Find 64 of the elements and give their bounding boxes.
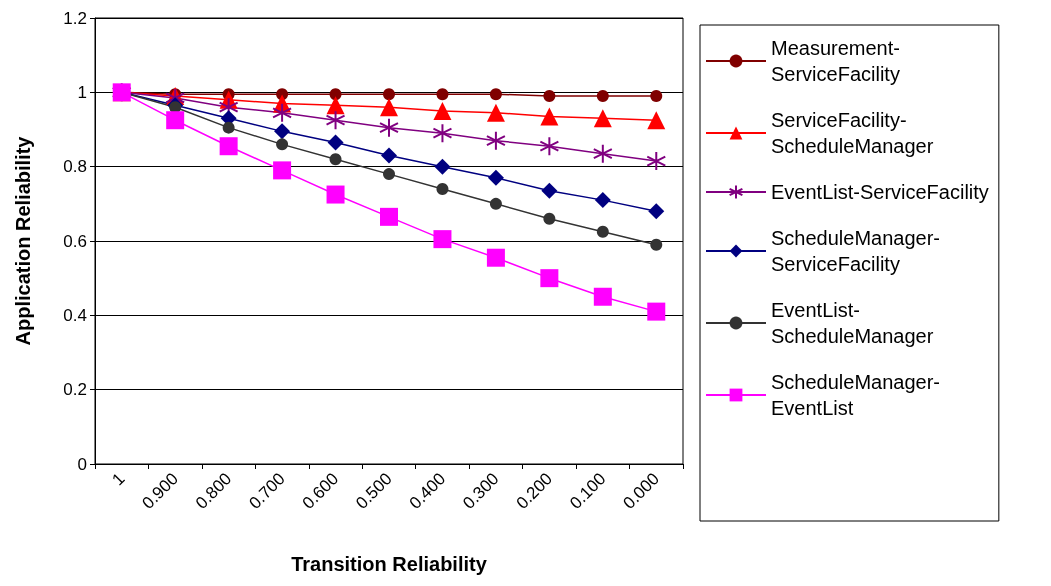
x-tick-label: 1 <box>108 469 129 490</box>
point <box>433 101 452 120</box>
point <box>489 197 502 210</box>
point <box>486 248 505 267</box>
x-axis-title: Transition Reliability <box>291 553 488 575</box>
point <box>434 158 451 175</box>
point <box>222 121 235 134</box>
y-tick-label: 0.8 <box>63 157 87 177</box>
point <box>327 134 344 151</box>
point <box>485 130 506 151</box>
point <box>593 109 612 128</box>
point <box>381 147 397 164</box>
point <box>325 110 346 131</box>
y-tick-label: 0.6 <box>63 231 87 251</box>
point <box>593 287 612 306</box>
point <box>543 90 556 103</box>
legend-label: ScheduleManager-ServiceFacility <box>771 227 940 275</box>
point <box>273 161 292 180</box>
point <box>383 88 395 101</box>
y-tick-label: 1.2 <box>63 8 87 28</box>
legend-label: ServiceFacility-ScheduleManager <box>771 109 934 157</box>
point <box>543 212 556 225</box>
legend-label: Measurement-ServiceFacility <box>771 37 900 85</box>
point <box>486 103 505 122</box>
y-tick-label: 0 <box>77 454 87 474</box>
y-tick-label: 0.2 <box>63 380 87 400</box>
point <box>650 90 663 103</box>
point <box>592 143 613 164</box>
point <box>276 138 289 151</box>
point <box>596 225 609 238</box>
point <box>650 238 663 251</box>
point <box>647 302 666 321</box>
point <box>540 269 559 288</box>
point <box>594 192 611 209</box>
point <box>326 185 345 204</box>
point <box>219 137 238 156</box>
point <box>383 168 395 181</box>
point <box>166 111 185 130</box>
point <box>380 98 398 117</box>
point <box>540 107 559 126</box>
y-tick-label: 0.4 <box>63 305 87 325</box>
point <box>648 203 665 220</box>
point <box>436 182 449 195</box>
point <box>487 169 504 186</box>
point <box>647 111 666 130</box>
point <box>380 207 398 226</box>
point <box>433 230 452 249</box>
point <box>596 90 609 103</box>
legend-label: EventList-ServiceFacility <box>771 181 989 203</box>
point <box>329 153 342 166</box>
point <box>539 136 560 157</box>
point <box>274 123 291 140</box>
point <box>326 96 345 115</box>
point <box>436 88 449 101</box>
legend-label: EventList-ScheduleManager <box>771 299 934 347</box>
point <box>379 117 399 138</box>
point <box>432 123 453 144</box>
y-axis-title: Application Reliability <box>12 135 34 346</box>
y-tick-label: 1 <box>77 82 87 102</box>
point <box>541 182 558 199</box>
point <box>489 88 502 101</box>
point <box>272 102 293 123</box>
legend-label: ScheduleManager-EventList <box>771 371 940 419</box>
point <box>646 151 667 172</box>
